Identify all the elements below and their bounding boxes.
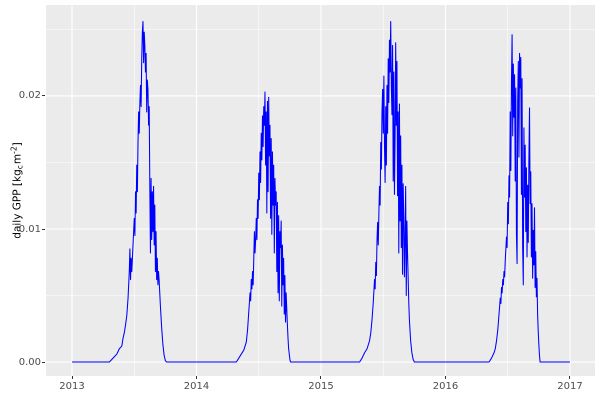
y-tick-label: 0.00	[18, 356, 41, 368]
x-tick-label: 2014	[183, 381, 210, 392]
x-tick-mark	[196, 376, 197, 379]
y-axis-title-subscript: c	[15, 165, 25, 170]
y-axis-title: daily GPP [kgcm-2]	[7, 91, 25, 291]
y-tick-mark	[42, 361, 45, 363]
x-tick-mark	[569, 376, 571, 379]
y-tick-mark	[42, 95, 45, 97]
y-tick-label: 0.01	[18, 223, 41, 235]
x-tick-label: 2017	[557, 381, 583, 392]
x-tick-label: 2013	[59, 381, 85, 392]
chart-svg	[46, 5, 595, 376]
y-tick-label: 0.02	[18, 90, 41, 102]
x-tick-mark	[320, 376, 322, 379]
plot-panel	[46, 5, 595, 376]
y-axis-title-superscript: -2	[9, 146, 19, 154]
y-axis-title-unit: m	[11, 153, 24, 165]
x-tick-mark	[444, 376, 446, 379]
x-tick-label: 2016	[432, 381, 459, 392]
gpp-line-series	[72, 20, 570, 363]
x-tick-mark	[71, 376, 73, 379]
y-axis-title-bracket: ]	[11, 142, 24, 147]
y-tick-mark	[42, 228, 45, 230]
x-tick-label: 2015	[308, 381, 334, 392]
